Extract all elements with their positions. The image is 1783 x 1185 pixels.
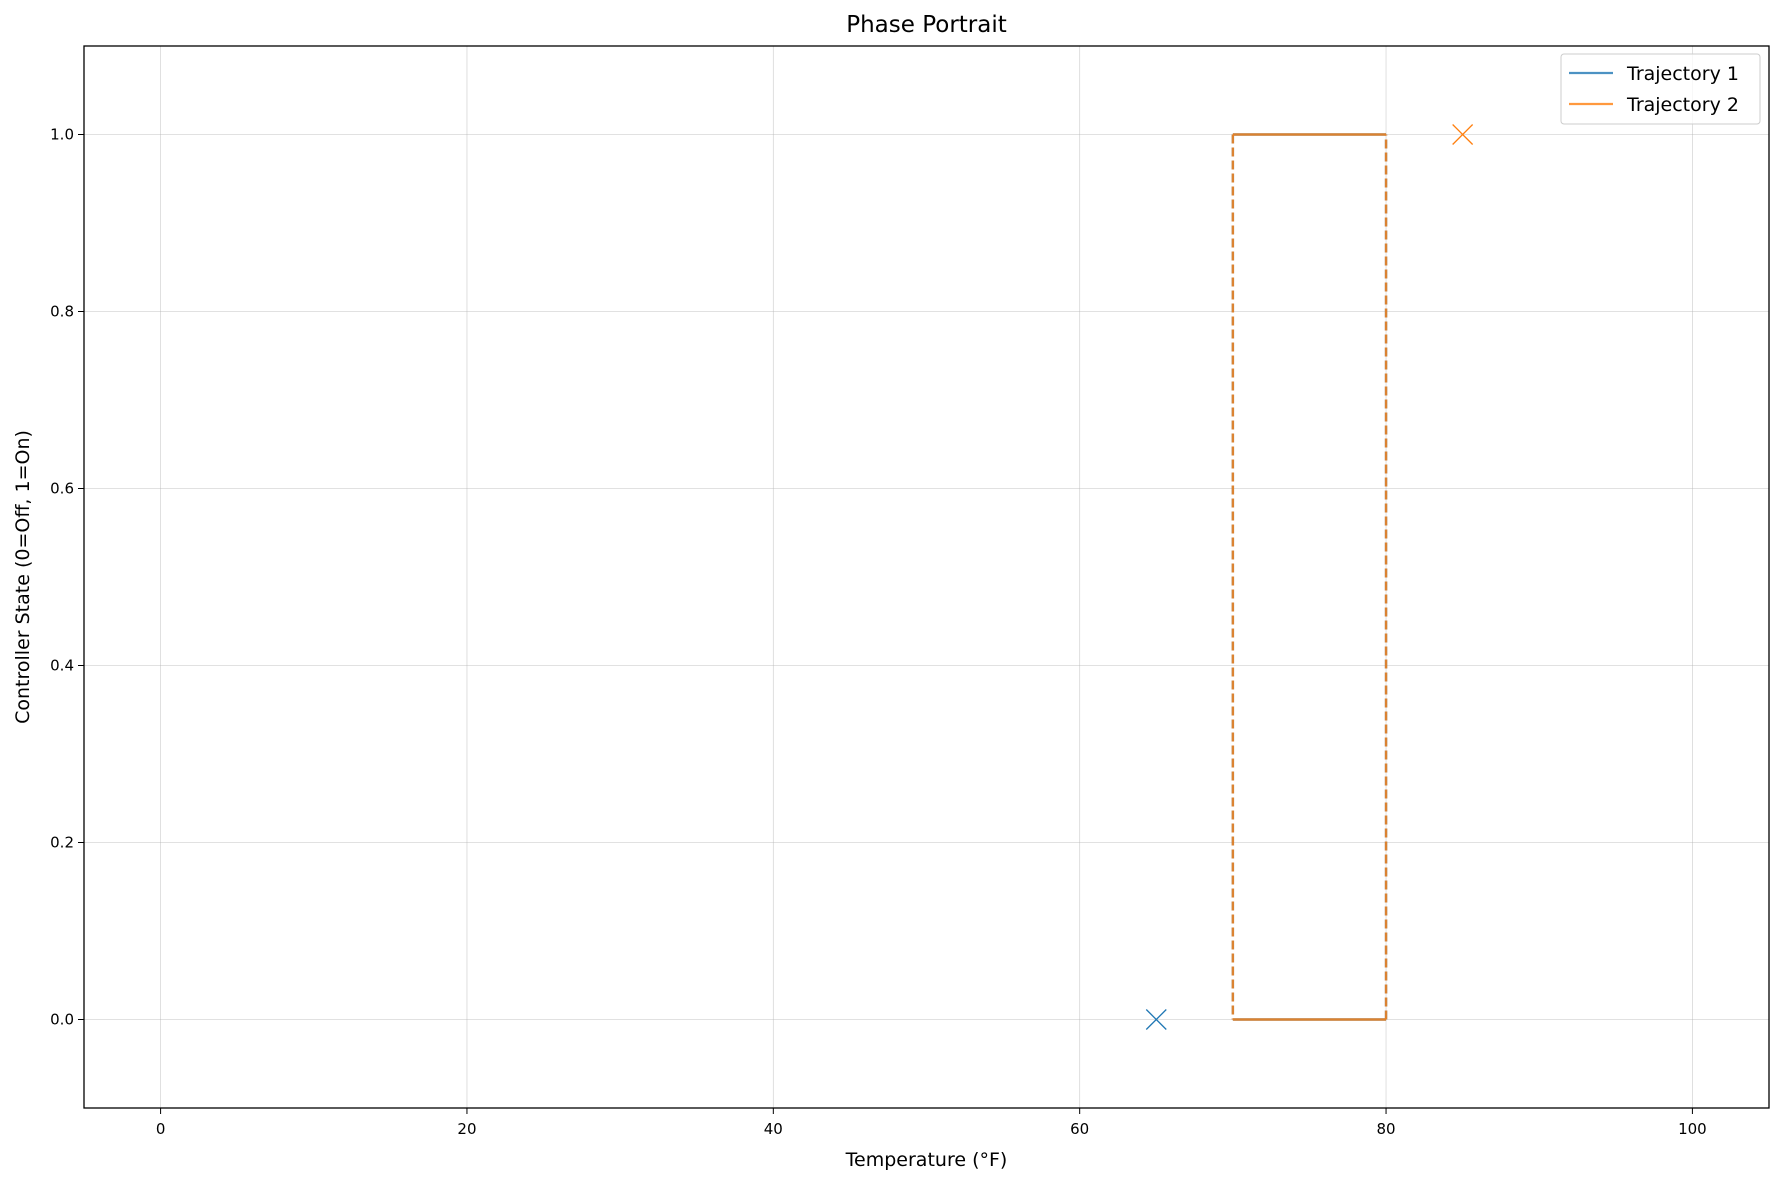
y-tick-label: 0.4 [50,657,74,675]
x-tick-label: 40 [764,1120,783,1138]
y-tick-label: 0.6 [50,480,74,498]
legend-entry-trajectory-1: Trajectory 1 [1626,63,1739,85]
x-tick-label: 100 [1678,1120,1707,1138]
legend-box [1560,53,1761,125]
trajectory-1-start-marker [1145,1009,1167,1030]
x-tick-label: 20 [457,1120,476,1138]
x-tick-label: 0 [156,1120,166,1138]
x-tick-label: 80 [1376,1120,1395,1138]
legend-entry-trajectory-2: Trajectory 2 [1626,94,1739,116]
y-tick-label: 0.2 [50,834,74,852]
x-tick-label: 60 [1070,1120,1089,1138]
y-tick-label: 0.8 [50,303,74,321]
y-tick-label: 1.0 [50,126,74,144]
trajectory-2-start-marker [1452,124,1474,145]
plot-series [1231,133,1388,1021]
chart-title: Phase Portrait [846,12,1007,38]
y-tick-label: 0.0 [50,1011,74,1029]
x-axis-label: Temperature (°F) [845,1149,1008,1171]
axis-ticks: 0 20 40 60 80 100 0.0 0.2 0.4 0.6 0.8 1.0 [50,126,1707,1139]
plot-frame [83,45,1770,1109]
start-markers [1145,124,1474,1030]
legend: Trajectory 1 Trajectory 2 [1560,53,1761,125]
y-axis-label: Controller State (0=Off, 1=On) [12,430,34,724]
